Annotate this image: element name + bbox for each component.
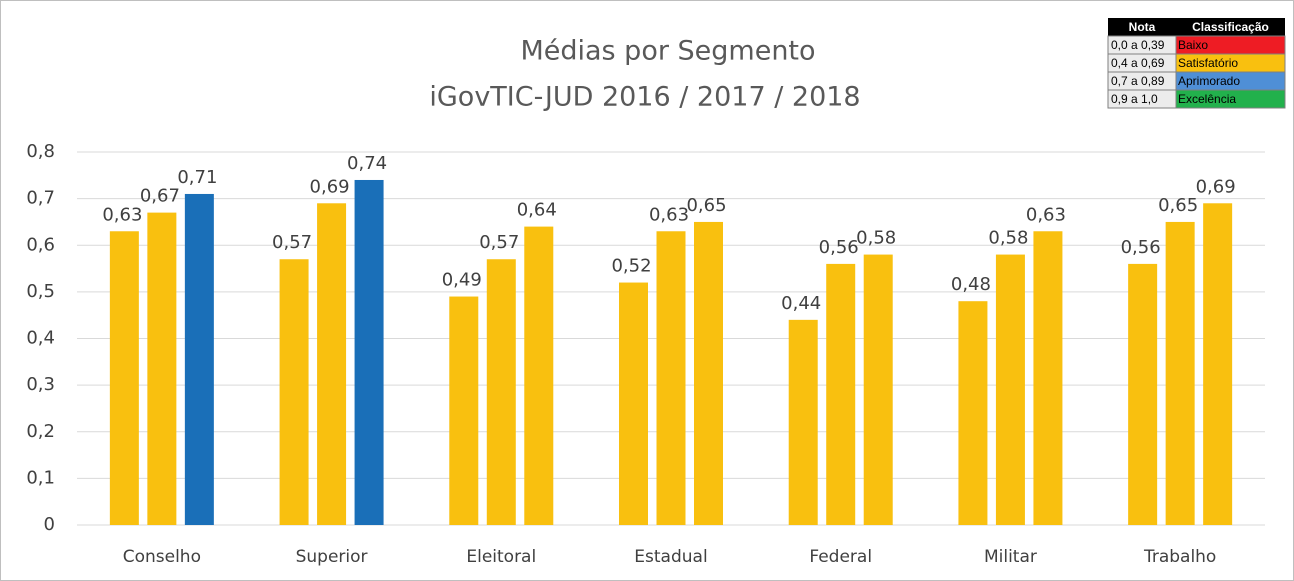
bar <box>279 259 309 525</box>
table-header-bg <box>1108 18 1285 36</box>
bar <box>486 259 516 525</box>
y-tick-label: 0,2 <box>26 421 55 442</box>
data-label: 0,52 <box>611 256 651 277</box>
bar <box>1203 203 1233 525</box>
data-label: 0,48 <box>951 274 991 295</box>
x-tick-label: Conselho <box>123 547 201 567</box>
bar <box>958 301 988 525</box>
data-label: 0,74 <box>347 153 387 174</box>
y-tick-label: 0,5 <box>26 281 55 302</box>
bar <box>788 319 818 525</box>
data-label: 0,56 <box>819 237 859 258</box>
bar <box>184 193 214 525</box>
x-tick-label: Trabalho <box>1143 547 1216 567</box>
table-class: Excelência <box>1178 92 1236 106</box>
data-label: 0,56 <box>1121 237 1161 258</box>
bar <box>317 203 347 525</box>
table-range: 0,7 a 0,89 <box>1111 74 1165 88</box>
table-class-cell <box>1175 89 1286 109</box>
x-tick-label: Superior <box>296 547 368 567</box>
bar <box>1033 231 1063 525</box>
data-label: 0,63 <box>1026 204 1066 225</box>
bar <box>1128 263 1158 525</box>
bar <box>147 212 177 526</box>
y-tick-label: 0,8 <box>26 141 55 162</box>
y-tick-label: 0,3 <box>26 374 55 395</box>
data-label: 0,57 <box>479 232 519 253</box>
x-tick-label: Militar <box>984 547 1037 567</box>
bar <box>619 282 648 525</box>
y-tick-label: 0,1 <box>26 467 55 488</box>
y-tick-label: 0,7 <box>26 188 55 209</box>
bar <box>109 231 139 525</box>
x-tick-label: Eleitoral <box>466 547 536 567</box>
data-label: 0,69 <box>1196 176 1236 197</box>
data-label: 0,65 <box>686 195 726 216</box>
data-label: 0,65 <box>1158 195 1198 216</box>
data-label: 0,67 <box>140 186 180 207</box>
y-tick-label: 0 <box>44 514 55 535</box>
table-class: Satisfatório <box>1178 56 1238 70</box>
bar <box>354 179 384 525</box>
data-label: 0,69 <box>310 176 350 197</box>
data-label: 0,58 <box>988 228 1028 249</box>
x-tick-label: Estadual <box>634 547 707 567</box>
data-label: 0,58 <box>856 228 896 249</box>
table-range: 0,9 a 1,0 <box>1111 92 1158 106</box>
bar <box>524 226 554 525</box>
bar <box>449 296 479 525</box>
y-tick-label: 0,4 <box>26 328 55 349</box>
data-label: 0,44 <box>781 293 821 314</box>
data-label: 0,63 <box>102 204 142 225</box>
table-header: Nota <box>1129 20 1156 34</box>
y-tick-label: 0,6 <box>26 234 55 255</box>
bar <box>694 221 723 525</box>
bar <box>863 254 893 525</box>
table-class: Aprimorado <box>1178 74 1240 88</box>
chart-title: Médias por Segmento <box>520 36 815 67</box>
data-label: 0,63 <box>649 204 689 225</box>
x-tick-label: Federal <box>809 547 872 567</box>
data-label: 0,71 <box>177 167 217 188</box>
bar <box>826 263 856 525</box>
table-range: 0,0 a 0,39 <box>1111 38 1165 52</box>
table-class: Baixo <box>1178 38 1208 52</box>
data-label: 0,49 <box>442 270 482 291</box>
bar <box>1165 221 1195 525</box>
bar <box>656 231 686 525</box>
table-range: 0,4 a 0,69 <box>1111 56 1165 70</box>
bar <box>995 254 1025 525</box>
table-header: Classificação <box>1192 20 1269 34</box>
chart-subtitle: iGovTIC-JUD 2016 / 2017 / 2018 <box>429 82 860 113</box>
data-label: 0,64 <box>517 200 557 221</box>
data-label: 0,57 <box>272 232 312 253</box>
